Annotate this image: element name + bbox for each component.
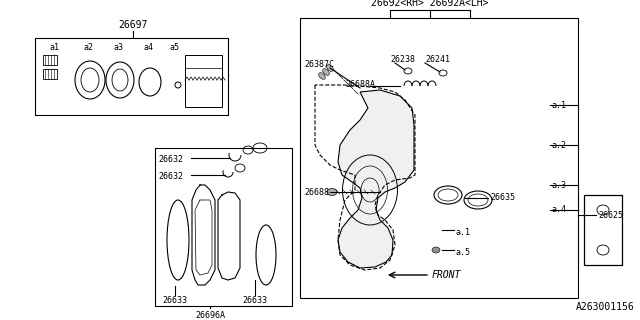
Ellipse shape (319, 73, 325, 79)
Text: 26692<RH> 26692A<LH>: 26692<RH> 26692A<LH> (371, 0, 489, 8)
Text: 26635: 26635 (490, 194, 515, 203)
Polygon shape (338, 90, 414, 268)
Text: a.1: a.1 (552, 100, 567, 109)
Text: a3: a3 (113, 43, 123, 52)
Bar (185, 55, 222, 107)
Text: 26688A: 26688A (345, 80, 375, 89)
Text: 26238: 26238 (390, 55, 415, 64)
Bar (155, 148, 292, 306)
Text: a.4: a.4 (552, 205, 567, 214)
Text: a4: a4 (143, 43, 153, 52)
Text: 26633: 26633 (163, 296, 188, 305)
Bar (43, 69, 57, 79)
Text: a.1: a.1 (456, 228, 471, 237)
Bar (584, 195, 622, 265)
Text: FRONT: FRONT (432, 270, 461, 280)
Bar (35, 38, 228, 115)
Text: 26387C: 26387C (304, 60, 334, 69)
Ellipse shape (327, 188, 337, 196)
Text: a.2: a.2 (552, 140, 567, 149)
Text: 26241: 26241 (425, 55, 450, 64)
Text: 26697: 26697 (118, 20, 148, 30)
Text: a1: a1 (50, 43, 60, 52)
Ellipse shape (326, 65, 333, 71)
Bar (300, 18, 578, 298)
Text: a5: a5 (170, 43, 180, 52)
Ellipse shape (323, 69, 330, 75)
Text: 26632: 26632 (158, 155, 183, 164)
Text: 26688: 26688 (304, 188, 329, 197)
Text: 26633: 26633 (243, 296, 268, 305)
Text: a.3: a.3 (552, 180, 567, 189)
Text: 26696A: 26696A (195, 311, 225, 320)
Text: a.5: a.5 (456, 248, 471, 257)
Ellipse shape (432, 247, 440, 253)
Text: A263001156: A263001156 (576, 302, 635, 312)
Bar (43, 55, 57, 65)
Text: 26632: 26632 (158, 172, 183, 181)
Text: a2: a2 (83, 43, 93, 52)
Text: 26625: 26625 (598, 211, 623, 220)
